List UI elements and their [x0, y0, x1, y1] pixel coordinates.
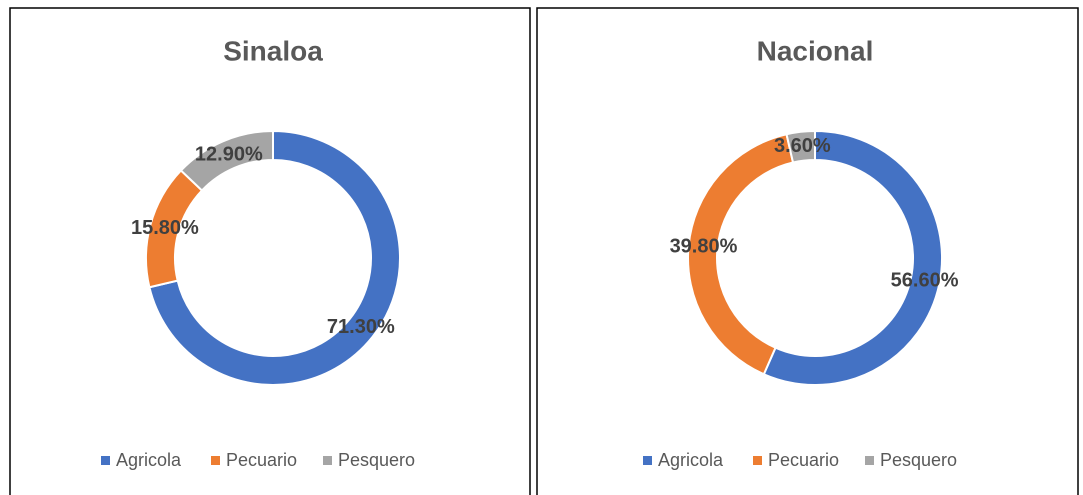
legend-swatch [211, 456, 220, 465]
data-label: 3.60% [774, 135, 831, 157]
legend-label: Pecuario [226, 450, 297, 470]
legend-label: Pesquero [338, 450, 415, 470]
legend-label: Agricola [658, 450, 724, 470]
legend-swatch [323, 456, 332, 465]
legend-swatch [643, 456, 652, 465]
legend-label: Agricola [116, 450, 182, 470]
data-label: 15.80% [131, 217, 199, 239]
panel-border [536, 7, 1079, 495]
donut-slice [148, 129, 401, 386]
legend-swatch [101, 456, 110, 465]
data-label: 39.80% [670, 236, 738, 258]
data-label: 56.60% [891, 269, 959, 291]
legend-swatch [865, 456, 874, 465]
data-label: 71.30% [327, 316, 395, 338]
chart-title: Nacional [757, 35, 874, 66]
legend-swatch [753, 456, 762, 465]
chart-title: Sinaloa [223, 35, 323, 66]
data-label: 12.90% [195, 143, 263, 165]
donut-slice [785, 129, 816, 164]
legend-label: Pecuario [768, 450, 839, 470]
donut-slice [179, 129, 274, 192]
donut-slice [762, 129, 943, 386]
legend-label: Pesquero [880, 450, 957, 470]
panel-border [9, 7, 531, 495]
